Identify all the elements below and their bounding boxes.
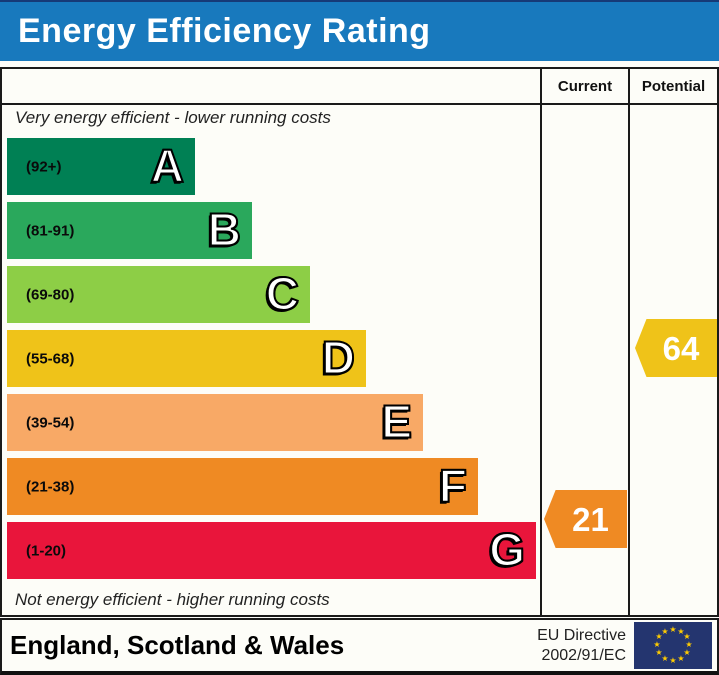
chart-title-banner: Energy Efficiency Rating (0, 0, 719, 61)
eu-flag-star-icon: ★ (677, 627, 685, 636)
band-f-range: (21-38) (26, 478, 75, 495)
top-caption: Very energy efficient - lower running co… (15, 108, 331, 127)
eu-flag-star-icon: ★ (685, 640, 693, 649)
footer-bar: England, Scotland & Wales EU Directive 2… (0, 618, 719, 675)
chart-title: Energy Efficiency Rating (18, 12, 431, 50)
rating-table: Current Potential Very energy efficient … (0, 67, 719, 617)
eu-flag-star-icon: ★ (655, 648, 663, 657)
band-e: (39-54) E (7, 394, 423, 451)
band-d-range: (55-68) (26, 350, 75, 367)
current-rating-arrow: 21 (544, 490, 627, 548)
bottom-caption: Not energy efficient - higher running co… (15, 590, 330, 609)
band-g-letter: G (488, 523, 526, 576)
eu-flag-star-icon: ★ (669, 656, 677, 665)
band-a-letter: A (150, 139, 185, 192)
header-row-divider (2, 103, 717, 105)
band-f: (21-38) F (7, 458, 478, 515)
potential-rating-value: 64 (662, 329, 700, 367)
eu-flag-star-icon: ★ (669, 625, 677, 634)
eu-flag-star-icon: ★ (655, 632, 663, 641)
eu-flag-star-icon: ★ (677, 654, 685, 663)
band-c-range: (69-80) (26, 286, 75, 303)
region-label: England, Scotland & Wales (10, 630, 345, 660)
eu-flag-icon: ★ ★ ★ ★ ★ ★ ★ ★ ★ ★ ★ ★ (634, 622, 712, 669)
eu-flag-star-icon: ★ (683, 632, 691, 641)
band-b-range: (81-91) (26, 222, 75, 239)
eu-flag-star-icon: ★ (683, 648, 691, 657)
band-a: (92+) A (7, 138, 195, 195)
eu-flag-star-icon: ★ (661, 627, 669, 636)
band-g-range: (1-20) (26, 542, 67, 559)
band-b: (81-91) B (7, 202, 252, 259)
band-c: (69-80) C (7, 266, 310, 323)
potential-column-divider (628, 69, 630, 615)
eu-directive-label: EU Directive 2002/91/EC (537, 626, 626, 666)
band-g: (1-20) G (7, 522, 536, 579)
band-a-range: (92+) (26, 158, 62, 175)
band-e-range: (39-54) (26, 414, 75, 431)
band-c-letter: C (265, 267, 300, 320)
band-d-letter: D (321, 331, 356, 384)
eu-directive-line2: 2002/91/EC (541, 646, 626, 664)
current-column-header: Current (557, 77, 613, 95)
eu-flag-star-icon: ★ (653, 640, 661, 649)
band-b-letter: B (207, 203, 242, 256)
eu-directive-line1: EU Directive (537, 626, 626, 644)
band-e-letter: E (380, 395, 413, 448)
current-column-divider (540, 69, 542, 615)
band-d: (55-68) D (7, 330, 366, 387)
potential-column-header: Potential (641, 77, 706, 95)
current-rating-value: 21 (572, 500, 609, 538)
band-f-letter: F (438, 459, 468, 512)
eu-flag-star-icon: ★ (661, 654, 669, 663)
potential-rating-arrow: 64 (635, 319, 717, 377)
